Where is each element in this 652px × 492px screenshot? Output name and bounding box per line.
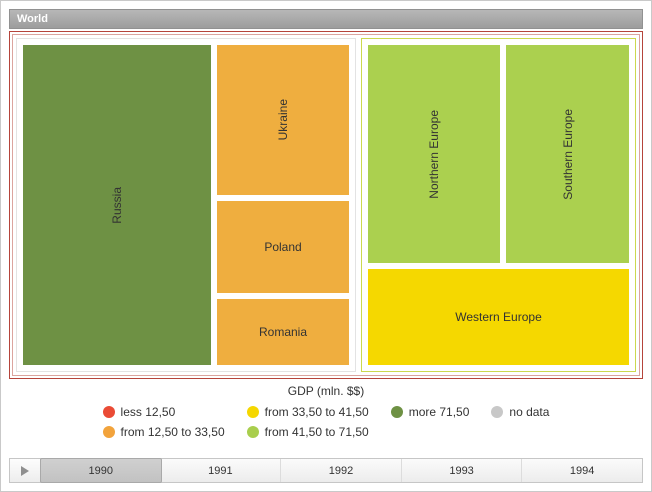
timeline-year-1994[interactable]: 1994 <box>522 459 642 482</box>
legend-label: less 12,50 <box>120 405 176 419</box>
treemap-cell-romania[interactable]: Romania <box>217 299 349 365</box>
cell-label-western-europe: Western Europe <box>455 310 542 324</box>
legend-label: from 33,50 to 41,50 <box>264 405 369 419</box>
treemap-cell-ukraine[interactable]: Ukraine <box>217 45 349 195</box>
cell-label-poland: Poland <box>264 240 302 254</box>
treemap-column-east: Ukraine Poland Romania <box>217 45 349 365</box>
legend-dot-dark-green-icon <box>390 406 403 418</box>
cell-label-ukraine: Ukraine <box>276 99 290 141</box>
legend-label: no data <box>509 405 550 419</box>
timeline-year-1992[interactable]: 1992 <box>281 459 402 482</box>
breadcrumb-label: World <box>17 13 48 25</box>
treemap-cell-western-europe[interactable]: Western Europe <box>368 269 629 365</box>
legend-label: from 12,50 to 33,50 <box>120 425 225 439</box>
treemap-cell-russia[interactable]: Russia <box>23 45 211 365</box>
legend-dot-gray-icon <box>491 406 504 418</box>
treemap-cell-poland[interactable]: Poland <box>217 201 349 293</box>
legend-dot-yellow-icon <box>246 406 259 418</box>
timeline-year-1991[interactable]: 1991 <box>160 459 282 482</box>
legend-item-more-71-50[interactable]: more 71,50 <box>390 405 470 419</box>
legend-label: from 41,50 to 71,50 <box>264 425 369 439</box>
legend-item-12-50-to-33-50[interactable]: from 12,50 to 33,50 <box>102 425 225 439</box>
legend-label: more 71,50 <box>408 405 470 419</box>
timeline-year-1993[interactable]: 1993 <box>401 459 523 482</box>
treemap-group-western-europe: Northern Europe Southern Europe Western … <box>361 38 636 372</box>
treemap: Russia Ukraine Poland Romania <box>9 31 643 379</box>
legend-item-less-12-50[interactable]: less 12,50 <box>102 405 225 419</box>
legend-item-41-50-to-71-50[interactable]: from 41,50 to 71,50 <box>246 425 369 439</box>
breadcrumb-world[interactable]: World <box>9 9 643 29</box>
treemap-frame: Russia Ukraine Poland Romania <box>12 34 640 376</box>
play-button[interactable] <box>10 459 41 482</box>
legend: GDP (mln. $$) less 12,50 from 33,50 to 4… <box>1 384 651 439</box>
cell-label-romania: Romania <box>258 325 308 339</box>
legend-dot-orange-icon <box>102 426 115 438</box>
timeline-year-1990[interactable]: 1990 <box>40 458 162 483</box>
cell-label-southern-europe: Southern Europe <box>560 108 575 200</box>
legend-dot-light-green-icon <box>246 426 259 438</box>
cell-label-russia: Russia <box>110 186 124 224</box>
legend-title: GDP (mln. $$) <box>287 384 365 398</box>
legend-grid: less 12,50 from 33,50 to 41,50 more 71,5… <box>1 405 651 439</box>
legend-dot-red-icon <box>102 406 115 418</box>
legend-item-no-data[interactable]: no data <box>491 405 549 419</box>
treemap-row-north-south: Northern Europe Southern Europe <box>368 45 629 263</box>
treemap-group-eastern-europe: Russia Ukraine Poland Romania <box>16 38 356 372</box>
cell-label-northern-europe: Northern Europe <box>427 109 442 199</box>
legend-item-33-50-to-41-50[interactable]: from 33,50 to 41,50 <box>246 405 369 419</box>
treemap-cell-northern-europe[interactable]: Northern Europe <box>368 45 501 263</box>
play-icon <box>21 465 29 476</box>
timeline: 1990 1991 1992 1993 1994 <box>9 458 643 483</box>
treemap-cell-southern-europe[interactable]: Southern Europe <box>506 45 629 263</box>
